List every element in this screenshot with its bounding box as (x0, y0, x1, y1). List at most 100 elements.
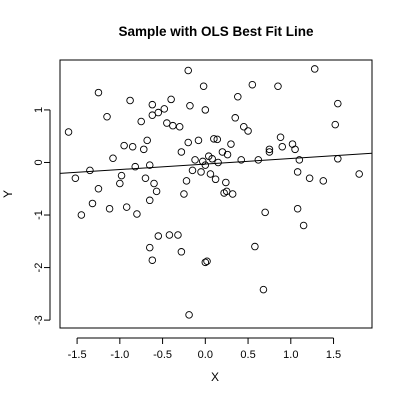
data-point (295, 156, 304, 164)
data-point (165, 231, 174, 239)
data-points (64, 65, 363, 319)
data-point (148, 256, 157, 264)
data-point (355, 170, 363, 178)
data-point (240, 122, 248, 131)
data-point (299, 221, 308, 230)
data-point (254, 156, 263, 164)
data-point (222, 187, 231, 196)
data-point (184, 138, 192, 147)
data-point (201, 258, 210, 267)
data-point (126, 96, 134, 105)
data-point (199, 157, 207, 166)
data-point (174, 231, 182, 239)
data-point (293, 168, 302, 176)
y-tick-label: -2 (33, 263, 45, 273)
data-point (160, 105, 169, 113)
data-point (194, 136, 203, 145)
data-point (175, 122, 184, 131)
data-point (116, 179, 124, 188)
data-point (334, 99, 342, 108)
x-tick-label: 0.5 (240, 349, 255, 361)
data-point (94, 184, 103, 193)
data-point (201, 106, 210, 114)
data-point (71, 174, 80, 182)
data-point (103, 113, 111, 121)
data-point (122, 203, 131, 211)
data-point (334, 155, 342, 163)
data-point (117, 171, 126, 180)
data-point (265, 148, 274, 156)
data-point (261, 208, 269, 217)
data-point (186, 101, 194, 110)
y-tick-label: -3 (33, 315, 45, 325)
data-point (184, 66, 192, 75)
x-tick-label: 1.5 (326, 349, 341, 361)
data-point (140, 145, 148, 154)
data-point (137, 117, 145, 126)
data-point (259, 285, 268, 294)
x-tick-label: -1.0 (110, 349, 129, 361)
data-point (131, 162, 139, 171)
data-point (188, 166, 197, 175)
data-point (197, 168, 205, 176)
data-point (141, 174, 150, 182)
data-point (211, 175, 220, 184)
data-point (305, 174, 314, 182)
data-point (201, 161, 210, 169)
data-point (291, 145, 299, 154)
ols-fit-line (59, 152, 373, 174)
data-point (244, 127, 252, 135)
plot-area-frame (59, 59, 373, 329)
data-point (231, 114, 239, 122)
x-axis-label: X (211, 370, 219, 384)
data-point (191, 156, 199, 164)
data-point (251, 242, 259, 251)
data-point (278, 142, 286, 151)
x-tick-label: 0.0 (198, 349, 213, 361)
data-point (64, 128, 73, 136)
data-point (146, 243, 154, 252)
data-point (210, 135, 218, 143)
data-point (203, 257, 211, 266)
data-point (331, 120, 339, 129)
data-point (152, 187, 161, 196)
y-axis: -3 -2 -1 0 1 (33, 107, 51, 325)
data-point (218, 148, 227, 156)
data-point (177, 148, 186, 156)
data-point (248, 80, 257, 89)
data-point (199, 82, 208, 91)
data-point (148, 100, 157, 109)
data-point (88, 199, 97, 208)
data-point (293, 204, 302, 213)
data-point (105, 204, 114, 213)
data-point (146, 161, 154, 169)
data-point (128, 142, 137, 151)
data-point (77, 211, 86, 219)
y-tick-label: 1 (33, 107, 45, 113)
chart-title: Sample with OLS Best Fit Line (118, 24, 314, 39)
data-point (185, 311, 193, 319)
data-point (146, 196, 154, 205)
data-point (154, 232, 163, 240)
data-point (237, 156, 245, 164)
data-point (206, 170, 215, 178)
data-point (234, 93, 242, 101)
x-axis: -1.5 -1.0 -0.5 0.0 0.5 1.0 1.5 (68, 337, 341, 361)
data-point (154, 108, 163, 117)
data-point (163, 119, 171, 127)
y-axis-label: Y (1, 190, 15, 198)
data-point (276, 133, 285, 141)
data-point (214, 158, 222, 167)
data-point (319, 177, 328, 185)
data-point (120, 141, 128, 150)
data-point (223, 150, 232, 159)
data-point (182, 177, 191, 185)
x-tick-label: -1.5 (68, 349, 87, 361)
data-point (143, 136, 151, 145)
data-point (265, 145, 274, 154)
data-point (208, 155, 216, 163)
data-point (228, 190, 237, 198)
data-point (167, 95, 175, 104)
data-point (310, 65, 319, 73)
